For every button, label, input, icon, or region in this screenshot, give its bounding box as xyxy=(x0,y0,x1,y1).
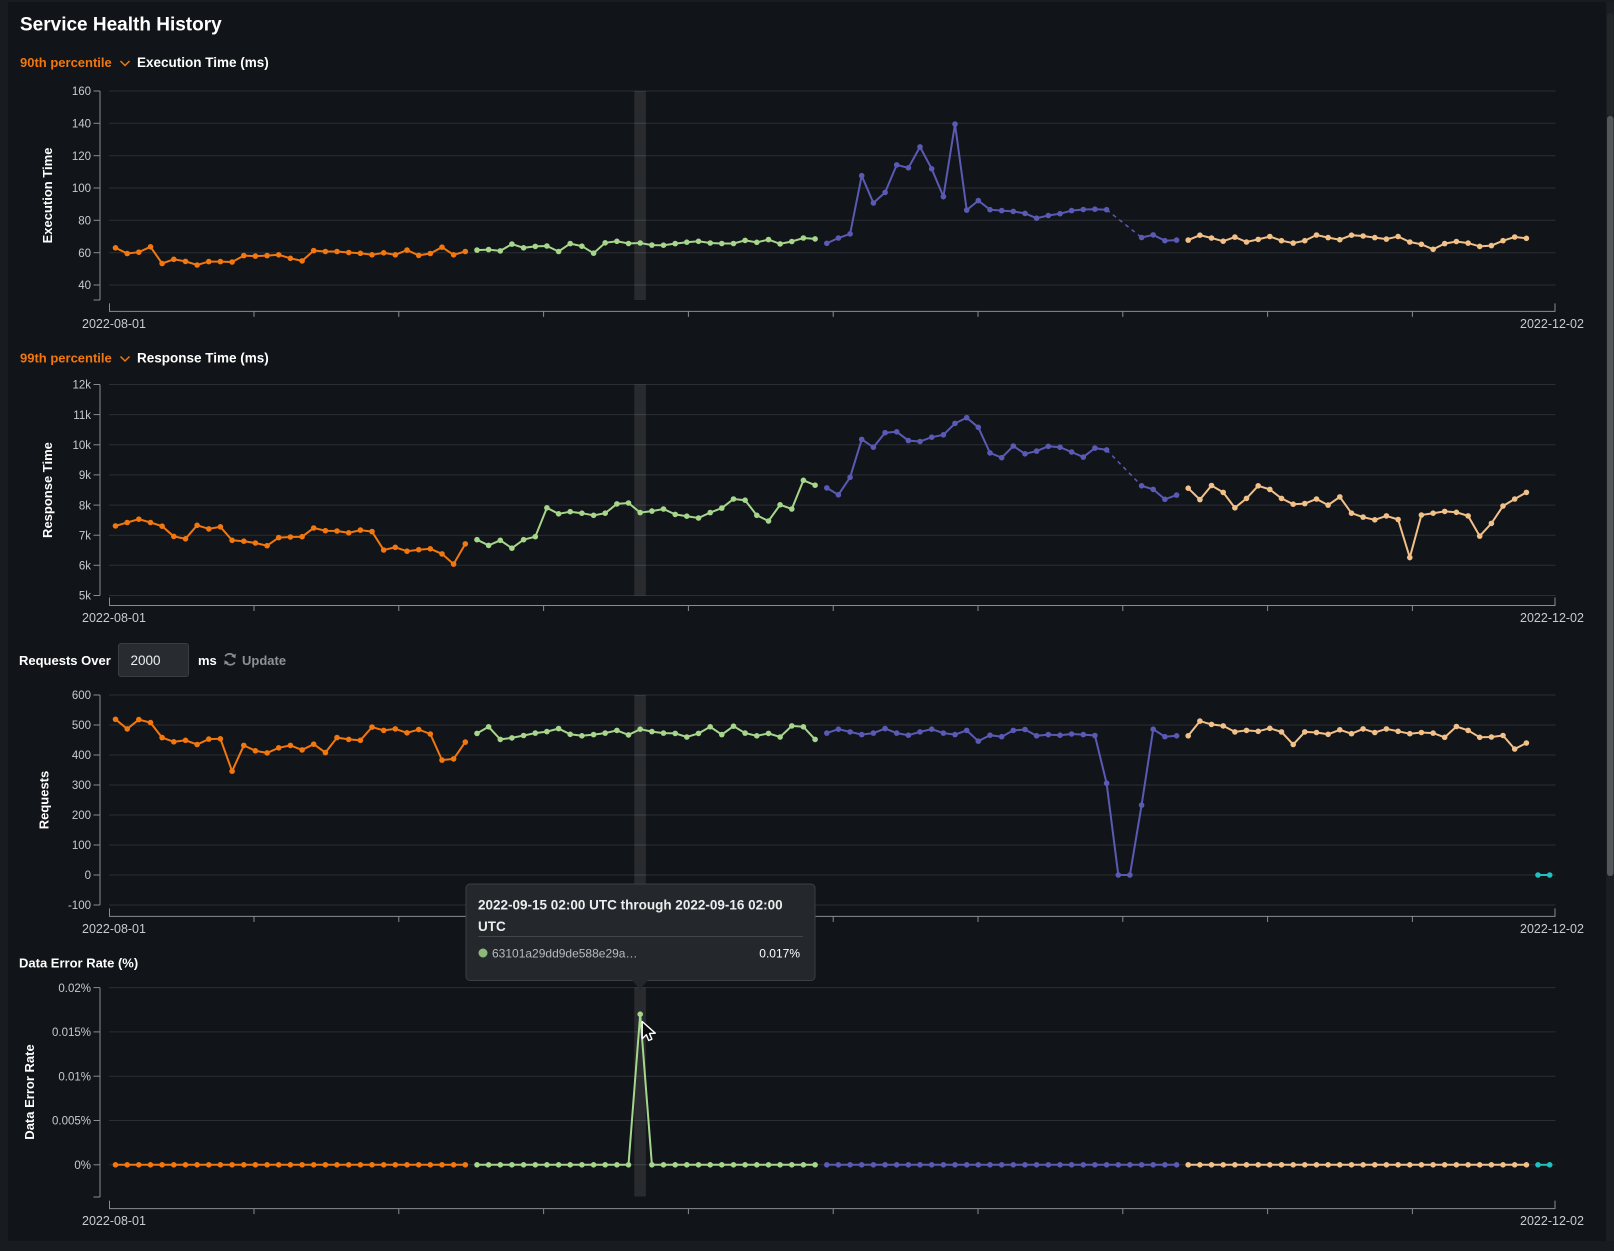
svg-text:8k: 8k xyxy=(79,500,91,512)
svg-text:-100: -100 xyxy=(68,900,91,912)
svg-text:63101a29dd9de588e29a…: 63101a29dd9de588e29a… xyxy=(492,947,637,961)
svg-text:Response Time: Response Time xyxy=(40,442,55,538)
svg-text:2000: 2000 xyxy=(131,653,161,668)
svg-text:90th percentile: 90th percentile xyxy=(20,55,112,70)
svg-text:Requests Over: Requests Over xyxy=(19,653,111,668)
svg-text:ms: ms xyxy=(198,653,217,668)
svg-text:6k: 6k xyxy=(79,561,91,573)
svg-text:Response Time (ms): Response Time (ms) xyxy=(137,351,269,366)
svg-text:99th percentile: 99th percentile xyxy=(20,351,112,366)
svg-text:Execution Time (ms): Execution Time (ms) xyxy=(137,55,269,70)
svg-text:600: 600 xyxy=(72,690,91,702)
svg-text:100: 100 xyxy=(72,183,91,195)
svg-text:120: 120 xyxy=(72,151,91,163)
svg-text:200: 200 xyxy=(72,810,91,822)
svg-text:Requests: Requests xyxy=(37,771,52,830)
svg-text:9k: 9k xyxy=(79,470,91,482)
svg-text:0: 0 xyxy=(85,870,91,882)
svg-text:Execution Time: Execution Time xyxy=(40,148,55,244)
svg-text:500: 500 xyxy=(72,720,91,732)
svg-text:300: 300 xyxy=(72,780,91,792)
svg-text:0.017%: 0.017% xyxy=(759,947,800,961)
svg-text:Update: Update xyxy=(242,653,286,668)
svg-text:2022-12-02: 2022-12-02 xyxy=(1520,317,1584,331)
svg-text:Data Error Rate (%): Data Error Rate (%) xyxy=(19,956,138,971)
svg-text:2022-08-01: 2022-08-01 xyxy=(82,317,146,331)
svg-text:5k: 5k xyxy=(79,591,91,603)
svg-text:Service Health History: Service Health History xyxy=(20,15,222,36)
svg-text:2022-12-02: 2022-12-02 xyxy=(1520,922,1584,936)
svg-text:400: 400 xyxy=(72,750,91,762)
svg-text:140: 140 xyxy=(72,119,91,131)
svg-text:0.01%: 0.01% xyxy=(58,1071,91,1083)
svg-text:160: 160 xyxy=(72,86,91,98)
svg-text:2022-08-01: 2022-08-01 xyxy=(82,922,146,936)
svg-text:80: 80 xyxy=(78,216,91,228)
svg-text:2022-08-01: 2022-08-01 xyxy=(82,611,146,625)
svg-text:40: 40 xyxy=(78,280,91,292)
svg-text:0.02%: 0.02% xyxy=(58,983,91,995)
svg-text:60: 60 xyxy=(78,248,91,260)
svg-text:0.015%: 0.015% xyxy=(52,1027,91,1039)
svg-text:12k: 12k xyxy=(72,380,91,392)
svg-text:Data Error Rate: Data Error Rate xyxy=(22,1044,37,1139)
svg-text:2022-08-01: 2022-08-01 xyxy=(82,1214,146,1228)
svg-text:2022-12-02: 2022-12-02 xyxy=(1520,611,1584,625)
svg-text:0%: 0% xyxy=(74,1160,91,1172)
svg-text:UTC: UTC xyxy=(478,919,506,934)
svg-text:2022-12-02: 2022-12-02 xyxy=(1520,1214,1584,1228)
svg-text:7k: 7k xyxy=(79,530,91,542)
svg-text:0.005%: 0.005% xyxy=(52,1116,91,1128)
svg-text:10k: 10k xyxy=(72,440,91,452)
svg-text:2022-09-15 02:00 UTC through 2: 2022-09-15 02:00 UTC through 2022-09-16 … xyxy=(478,898,783,913)
svg-text:11k: 11k xyxy=(73,410,91,422)
svg-text:100: 100 xyxy=(72,840,91,852)
